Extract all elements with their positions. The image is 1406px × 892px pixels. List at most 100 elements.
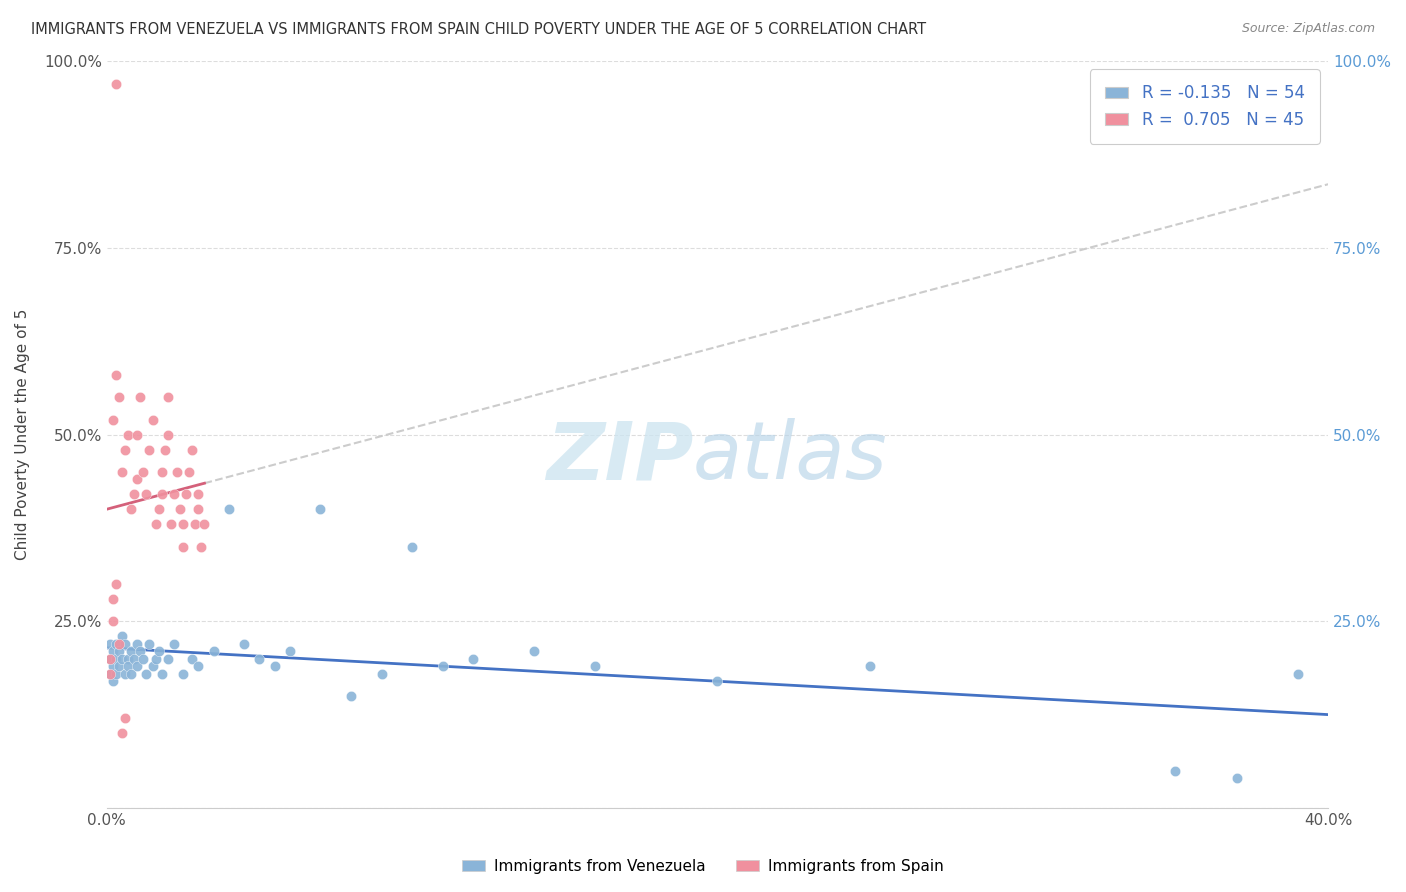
Point	[135, 666, 157, 681]
Point	[153, 442, 176, 457]
Point	[1164, 764, 1187, 778]
Point	[163, 637, 186, 651]
Point	[132, 465, 155, 479]
Point	[181, 651, 204, 665]
Point	[187, 659, 209, 673]
Point	[129, 644, 152, 658]
Point	[108, 644, 131, 658]
Point	[114, 711, 136, 725]
Point	[706, 674, 728, 689]
Legend: R = -0.135   N = 54, R =  0.705   N = 45: R = -0.135 N = 54, R = 0.705 N = 45	[1090, 70, 1320, 144]
Point	[172, 540, 194, 554]
Point	[432, 659, 454, 673]
Point	[111, 465, 134, 479]
Point	[523, 644, 546, 658]
Point	[145, 517, 167, 532]
Point	[127, 472, 149, 486]
Point	[101, 412, 124, 426]
Point	[101, 674, 124, 689]
Point	[127, 427, 149, 442]
Point	[160, 517, 183, 532]
Point	[117, 651, 139, 665]
Point	[187, 487, 209, 501]
Point	[166, 465, 188, 479]
Point	[172, 666, 194, 681]
Point	[150, 666, 173, 681]
Point	[132, 651, 155, 665]
Point	[156, 390, 179, 404]
Point	[190, 540, 212, 554]
Point	[169, 502, 191, 516]
Point	[135, 487, 157, 501]
Point	[181, 442, 204, 457]
Point	[104, 368, 127, 382]
Text: IMMIGRANTS FROM VENEZUELA VS IMMIGRANTS FROM SPAIN CHILD POVERTY UNDER THE AGE O: IMMIGRANTS FROM VENEZUELA VS IMMIGRANTS …	[31, 22, 927, 37]
Point	[101, 591, 124, 606]
Point	[111, 726, 134, 740]
Point	[98, 666, 121, 681]
Point	[117, 427, 139, 442]
Text: ZIP: ZIP	[546, 418, 693, 496]
Point	[150, 465, 173, 479]
Point	[104, 77, 127, 91]
Y-axis label: Child Poverty Under the Age of 5: Child Poverty Under the Age of 5	[15, 309, 30, 560]
Point	[98, 651, 121, 665]
Point	[309, 502, 332, 516]
Point	[583, 659, 606, 673]
Point	[156, 651, 179, 665]
Point	[179, 465, 201, 479]
Point	[117, 659, 139, 673]
Point	[202, 644, 225, 658]
Point	[127, 659, 149, 673]
Point	[98, 637, 121, 651]
Point	[101, 615, 124, 629]
Point	[148, 502, 170, 516]
Point	[98, 666, 121, 681]
Point	[463, 651, 485, 665]
Point	[104, 666, 127, 681]
Point	[1286, 666, 1309, 681]
Point	[249, 651, 271, 665]
Point	[174, 487, 197, 501]
Point	[340, 689, 363, 703]
Point	[120, 666, 142, 681]
Point	[120, 644, 142, 658]
Legend: Immigrants from Venezuela, Immigrants from Spain: Immigrants from Venezuela, Immigrants fr…	[456, 853, 950, 880]
Point	[138, 637, 160, 651]
Text: atlas: atlas	[693, 418, 887, 496]
Point	[122, 651, 145, 665]
Point	[263, 659, 285, 673]
Point	[122, 487, 145, 501]
Point	[114, 637, 136, 651]
Point	[101, 644, 124, 658]
Point	[187, 502, 209, 516]
Point	[108, 637, 131, 651]
Point	[233, 637, 256, 651]
Point	[142, 412, 165, 426]
Point	[278, 644, 301, 658]
Point	[218, 502, 240, 516]
Point	[859, 659, 882, 673]
Point	[104, 637, 127, 651]
Point	[1225, 771, 1247, 785]
Point	[104, 651, 127, 665]
Point	[98, 651, 121, 665]
Point	[156, 427, 179, 442]
Point	[127, 637, 149, 651]
Point	[142, 659, 165, 673]
Point	[104, 577, 127, 591]
Point	[370, 666, 392, 681]
Point	[163, 487, 186, 501]
Point	[148, 644, 170, 658]
Point	[114, 442, 136, 457]
Text: Source: ZipAtlas.com: Source: ZipAtlas.com	[1241, 22, 1375, 36]
Point	[172, 517, 194, 532]
Point	[114, 666, 136, 681]
Point	[108, 659, 131, 673]
Point	[184, 517, 207, 532]
Point	[101, 659, 124, 673]
Point	[401, 540, 423, 554]
Point	[150, 487, 173, 501]
Point	[193, 517, 215, 532]
Point	[138, 442, 160, 457]
